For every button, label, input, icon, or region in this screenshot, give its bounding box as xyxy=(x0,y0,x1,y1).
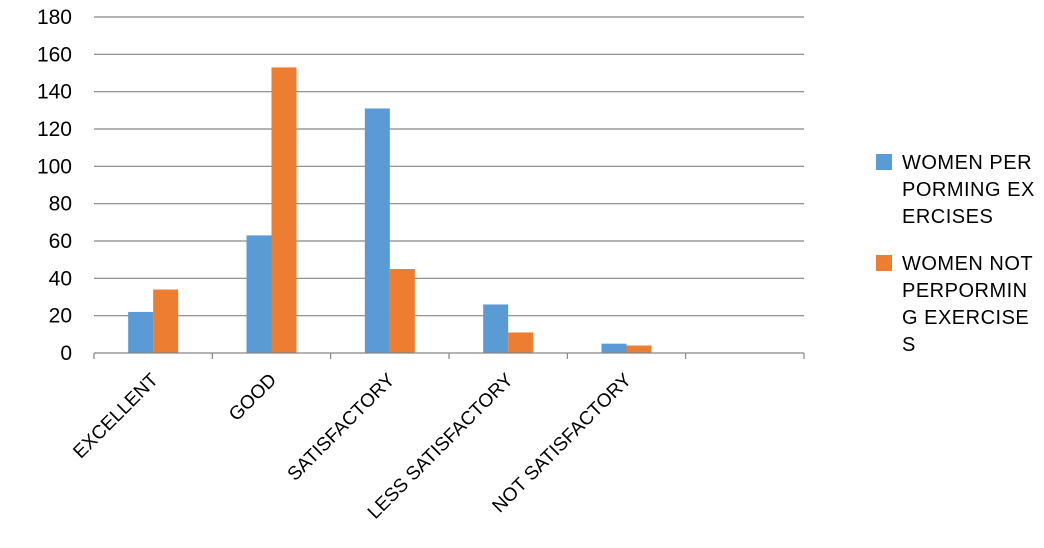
x-category-label: EXCELLENT xyxy=(69,369,163,463)
x-category-label: SATISFACTORY xyxy=(284,369,400,485)
bar-series-1 xyxy=(128,311,154,353)
bar-series-1 xyxy=(246,235,272,353)
y-tick-label: 60 xyxy=(49,230,72,253)
legend-item-series-2: WOMEN NOT PERPORMING EXERCISES xyxy=(876,251,1041,359)
bar-series-2 xyxy=(153,289,179,353)
bars xyxy=(128,67,652,354)
y-tick-label: 0 xyxy=(60,342,72,365)
bar-chart: 0 20 40 60 80 100 120 140 160 180 EXCELLENT GOOD SA… xyxy=(37,6,805,523)
y-tick-label: 40 xyxy=(49,267,72,290)
bar-series-1 xyxy=(601,343,627,353)
legend-item-series-1: WOMEN PERPORMING EXERCISES xyxy=(876,150,1041,231)
bar-series-1 xyxy=(483,304,509,353)
bar-series-2 xyxy=(271,67,297,354)
gridlines xyxy=(94,16,804,317)
bar-series-2 xyxy=(508,332,534,353)
legend-swatch-series-1 xyxy=(876,154,892,170)
y-tick-label: 140 xyxy=(37,81,72,104)
y-axis-ticks: 0 20 40 60 80 100 120 140 160 180 xyxy=(37,6,72,365)
bar-series-2 xyxy=(389,269,415,353)
y-tick-label: 160 xyxy=(37,43,72,66)
y-tick-label: 20 xyxy=(49,305,72,328)
bar-series-1 xyxy=(364,108,390,353)
y-tick-label: 100 xyxy=(37,155,72,178)
x-category-label: NOT SATISFACTORY xyxy=(489,369,637,517)
x-category-label: GOOD xyxy=(225,370,281,426)
bar-series-2 xyxy=(626,345,652,353)
legend: WOMEN PERPORMING EXERCISES WOMEN NOT PER… xyxy=(876,150,1041,379)
y-tick-label: 180 xyxy=(37,6,72,29)
legend-swatch-series-2 xyxy=(876,255,892,271)
y-tick-label: 80 xyxy=(49,193,72,216)
y-tick-label: 120 xyxy=(37,118,72,141)
legend-label-series-2: WOMEN NOT PERPORMING EXERCISES xyxy=(902,253,1033,356)
legend-label-series-1: WOMEN PERPORMING EXERCISES xyxy=(902,152,1035,228)
